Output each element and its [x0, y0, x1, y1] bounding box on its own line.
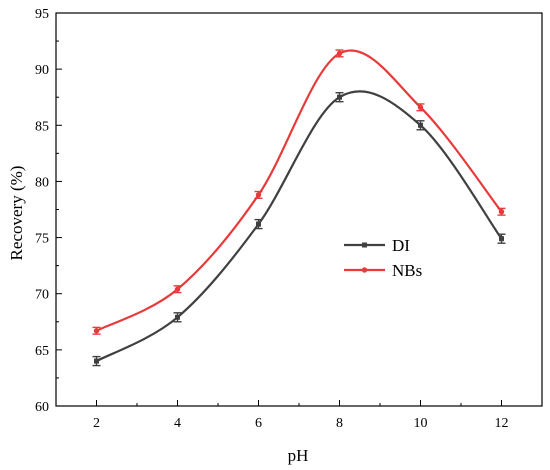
legend-item-di: DI [344, 236, 410, 255]
series-layer [92, 49, 506, 367]
y-axis-label: Recovery (%) [7, 166, 26, 261]
legend-marker [362, 242, 367, 248]
data-point [93, 328, 100, 334]
data-point [337, 94, 342, 100]
x-axis-label: pH [288, 446, 309, 465]
x-tick-label: 6 [255, 416, 262, 431]
legend-label: DI [392, 236, 410, 255]
data-point [94, 358, 99, 364]
series-nbs [92, 49, 506, 335]
data-point [175, 314, 180, 320]
legend-label: NBs [392, 261, 422, 280]
data-point [417, 104, 424, 111]
y-tick-label: 60 [35, 400, 49, 415]
data-point [336, 50, 343, 57]
series-di [92, 90, 506, 367]
data-point [255, 192, 262, 198]
x-tick-label: 4 [174, 416, 181, 431]
x-tick-label: 8 [336, 416, 343, 431]
data-point [418, 122, 423, 128]
legend-item-nbs: NBs [344, 261, 422, 280]
x-tick-label: 2 [93, 416, 100, 431]
legend-marker [361, 267, 368, 273]
y-tick-label: 80 [35, 175, 49, 190]
series-line [95, 49, 503, 332]
data-point [499, 236, 504, 242]
data-point [498, 209, 505, 215]
data-point [256, 221, 261, 227]
y-tick-label: 75 [35, 232, 49, 247]
x-tick-label: 10 [414, 416, 428, 431]
y-tick-label: 85 [35, 119, 49, 134]
y-axis-ticks: 60 65 70 75 80 85 90 95 [35, 7, 62, 415]
x-tick-label: 12 [495, 416, 509, 431]
y-tick-label: 90 [35, 63, 49, 78]
x-axis-ticks: 2 4 6 8 10 12 [55, 400, 543, 431]
data-point [174, 286, 181, 292]
legend: DI NBs [344, 236, 422, 280]
y-tick-label: 95 [35, 7, 49, 22]
y-tick-label: 70 [35, 288, 49, 303]
y-tick-label: 65 [35, 344, 49, 359]
